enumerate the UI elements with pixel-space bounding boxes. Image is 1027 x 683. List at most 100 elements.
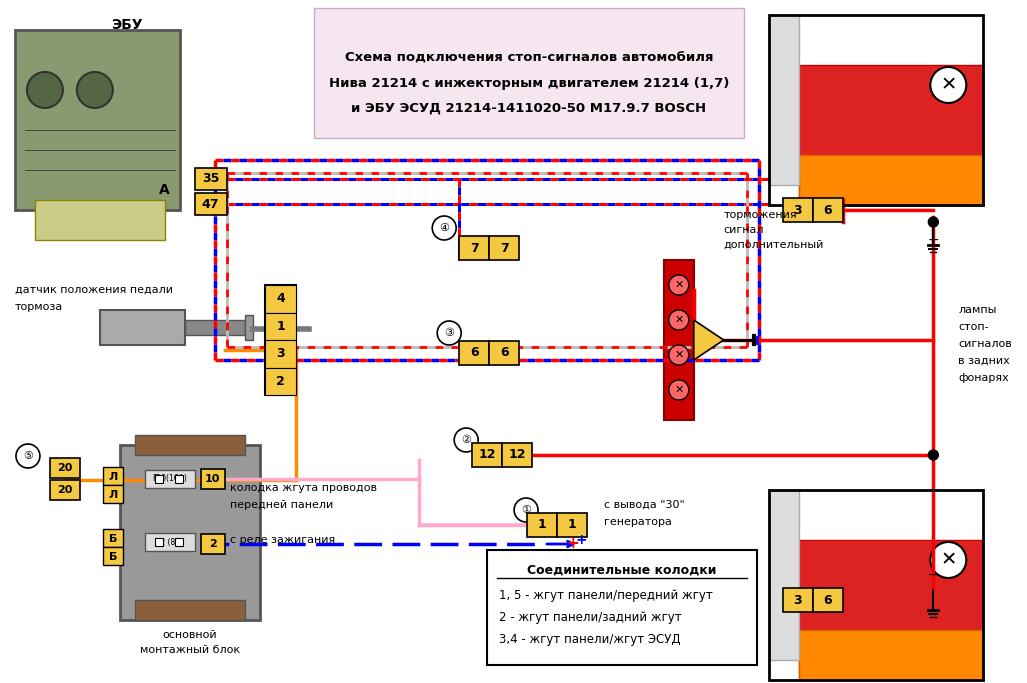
Text: дополнительный: дополнительный xyxy=(724,240,824,250)
Bar xyxy=(265,367,297,395)
Bar xyxy=(244,315,253,340)
Circle shape xyxy=(77,72,113,108)
Text: ЭБУ: ЭБУ xyxy=(112,18,143,32)
Text: 1: 1 xyxy=(568,518,576,531)
Bar xyxy=(265,285,297,313)
Bar xyxy=(489,236,519,260)
Bar xyxy=(487,550,757,665)
Text: в задних: в задних xyxy=(958,356,1010,366)
Circle shape xyxy=(27,72,63,108)
Bar xyxy=(15,30,180,210)
Text: F10(16A): F10(16A) xyxy=(152,475,187,484)
Text: −: − xyxy=(927,233,939,247)
Text: Схема подключения стоп-сигналов автомобиля: Схема подключения стоп-сигналов автомоби… xyxy=(345,51,714,64)
Text: +: + xyxy=(575,533,586,547)
Text: 2: 2 xyxy=(208,539,217,549)
Bar xyxy=(200,469,225,489)
Text: 6: 6 xyxy=(824,594,832,607)
Text: ④: ④ xyxy=(440,223,449,233)
Bar xyxy=(175,538,183,546)
Bar xyxy=(799,540,983,680)
Text: стоп-: стоп- xyxy=(958,322,989,332)
Bar xyxy=(103,485,123,503)
Text: ✕: ✕ xyxy=(940,550,956,570)
Bar xyxy=(155,538,162,546)
Bar xyxy=(103,529,123,547)
Text: 3: 3 xyxy=(276,347,284,360)
Bar xyxy=(502,443,532,467)
Bar xyxy=(135,600,244,620)
Text: 2: 2 xyxy=(276,375,284,388)
Text: Л: Л xyxy=(108,490,117,500)
Bar xyxy=(812,198,842,222)
Text: 1: 1 xyxy=(538,518,546,531)
Text: сигналов: сигналов xyxy=(958,339,1012,349)
Text: −: − xyxy=(927,568,939,582)
Bar xyxy=(155,475,162,483)
Text: Б: Б xyxy=(109,534,117,544)
Text: 35: 35 xyxy=(202,173,220,186)
Bar xyxy=(265,340,297,367)
Text: Соединительные колодки: Соединительные колодки xyxy=(527,563,717,576)
Bar xyxy=(783,588,812,612)
Text: фонарях: фонарях xyxy=(958,373,1010,383)
Bar xyxy=(459,236,489,260)
Text: генератора: генератора xyxy=(604,517,672,527)
Bar xyxy=(768,490,799,660)
Circle shape xyxy=(930,67,966,103)
Bar xyxy=(195,193,227,215)
Bar xyxy=(768,490,983,680)
Text: ⑤: ⑤ xyxy=(23,451,33,461)
Text: 2 - жгут панели/задний жгут: 2 - жгут панели/задний жгут xyxy=(499,611,682,624)
Bar xyxy=(799,65,983,205)
Circle shape xyxy=(669,275,689,295)
Bar xyxy=(489,341,519,365)
Text: ✕: ✕ xyxy=(674,350,684,360)
Text: 3,4 - жгут панели/жгут ЭСУД: 3,4 - жгут панели/жгут ЭСУД xyxy=(499,632,681,645)
Bar xyxy=(103,547,123,565)
Text: 10: 10 xyxy=(205,474,221,484)
Circle shape xyxy=(432,216,456,240)
Circle shape xyxy=(928,217,939,227)
Text: 4: 4 xyxy=(276,292,284,305)
Text: 20: 20 xyxy=(58,463,73,473)
Bar xyxy=(783,198,812,222)
Bar xyxy=(175,475,183,483)
Bar xyxy=(200,534,225,554)
Bar xyxy=(472,443,502,467)
Circle shape xyxy=(669,345,689,365)
Circle shape xyxy=(438,321,461,345)
FancyBboxPatch shape xyxy=(314,8,744,138)
Text: Нива 21214 с инжекторным двигателем 21214 (1,7): Нива 21214 с инжекторным двигателем 2121… xyxy=(329,76,729,89)
Circle shape xyxy=(928,450,939,460)
Bar xyxy=(120,445,260,620)
Bar xyxy=(799,155,983,205)
Text: 12: 12 xyxy=(479,449,496,462)
Bar xyxy=(557,513,587,537)
Text: 3: 3 xyxy=(793,594,802,607)
Text: с реле зажигания: с реле зажигания xyxy=(230,535,335,545)
Text: 7: 7 xyxy=(500,242,508,255)
Bar xyxy=(185,320,244,335)
Bar xyxy=(459,341,489,365)
Text: ✕: ✕ xyxy=(674,385,684,395)
Bar xyxy=(145,533,195,551)
Text: 1, 5 - жгут панели/передний жгут: 1, 5 - жгут панели/передний жгут xyxy=(499,589,713,602)
Text: 1: 1 xyxy=(276,320,284,333)
Text: ③: ③ xyxy=(445,328,454,338)
Text: ✕: ✕ xyxy=(940,76,956,94)
Bar xyxy=(145,470,195,488)
Bar xyxy=(265,313,297,340)
Bar xyxy=(663,260,694,420)
Text: Б: Б xyxy=(109,552,117,562)
Text: 12: 12 xyxy=(508,449,526,462)
Text: и ЭБУ ЭСУД 21214-1411020-50 М17.9.7 BOSCH: и ЭБУ ЭСУД 21214-1411020-50 М17.9.7 BOSC… xyxy=(351,102,707,115)
Text: передней панели: передней панели xyxy=(230,500,333,510)
Bar xyxy=(100,310,185,345)
Text: лампы: лампы xyxy=(958,305,996,315)
Text: ✕: ✕ xyxy=(674,280,684,290)
Bar xyxy=(265,285,297,395)
Bar xyxy=(768,15,799,185)
Text: тормоза: тормоза xyxy=(15,302,64,312)
Text: колодка жгута проводов: колодка жгута проводов xyxy=(230,483,377,493)
